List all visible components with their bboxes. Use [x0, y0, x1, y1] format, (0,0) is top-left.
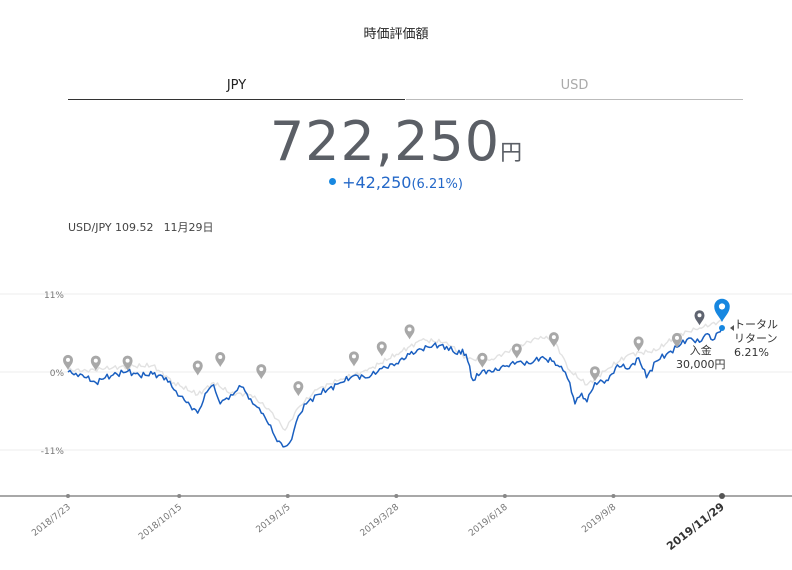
gain-dot-icon [329, 178, 337, 185]
event-pin-icon-hole [195, 363, 200, 368]
x-tick-label: 2018/10/15 [137, 502, 184, 542]
total-return-value: 6.21% [734, 346, 769, 359]
valuation-unit: 円 [500, 141, 523, 166]
event-pin-icon-hole [379, 344, 384, 349]
portfolio-line [67, 327, 723, 448]
fx-pair: USD/JPY 109.52 [68, 221, 154, 234]
valuation-chart[interactable]: 11% 0% -11% 2018/7/23 2018/10/15 2019/1/5 2019… [0, 270, 792, 570]
x-tick-dot [719, 493, 725, 499]
event-pin-icon-hole [407, 327, 412, 332]
endpoint-dot [719, 324, 725, 331]
deposit-label: 入金 [689, 344, 712, 357]
event-pin-icon [548, 332, 559, 348]
x-tick-dot [502, 494, 507, 498]
deposit-pin-icon-hole [697, 313, 702, 318]
pointer-triangle-icon [730, 324, 734, 331]
x-tick-label: 2019/1/5 [255, 502, 293, 535]
x-tick-label: 2019/11/29 [664, 500, 727, 553]
valuation-display: 722,250円 [0, 110, 792, 173]
x-tick-dot [66, 494, 70, 498]
event-pin-icon-hole [480, 355, 485, 360]
deposit-amount: 30,000円 [676, 358, 726, 371]
event-pin-icon-hole [218, 355, 223, 360]
event-pin-icon [511, 343, 522, 359]
deposit-annotation: 入金 30,000円 [676, 344, 726, 372]
y-tick-label: 0% [50, 369, 65, 379]
tab-jpy[interactable]: JPY [68, 72, 405, 100]
total-return-label-2: リターン [734, 332, 778, 345]
event-pin-icon-hole [592, 369, 597, 374]
event-pin-icon [404, 324, 415, 340]
event-pin-icon [215, 352, 226, 368]
event-pin-icon-hole [66, 357, 70, 362]
gain-amount: +42,250 [342, 173, 412, 192]
x-tick-dot [394, 494, 399, 498]
fx-rate: USD/JPY 109.52 11月29日 [68, 219, 224, 235]
event-pin-icon [477, 352, 488, 368]
event-pin-icon-hole [296, 384, 301, 389]
event-pin-icon [589, 366, 600, 382]
currency-tabs: JPY USD [68, 72, 743, 100]
valuation-amount: 722,250 [269, 110, 501, 173]
current-pin-icon [714, 298, 730, 322]
tab-usd[interactable]: USD [406, 72, 743, 100]
x-tick-label: 2019/9/8 [580, 502, 618, 535]
event-pin-icon [256, 364, 267, 380]
y-tick-label: 11% [44, 291, 64, 301]
event-pin-icon [63, 354, 73, 370]
x-tick-dot [611, 494, 616, 498]
deposit-pin-icon [694, 310, 705, 326]
total-return-label-1: トータル [734, 318, 778, 331]
event-pin-icon-hole [125, 358, 130, 363]
event-pin-icon [633, 336, 644, 352]
current-pin-icon-hole [718, 303, 726, 310]
event-pin-icon-hole [259, 367, 264, 372]
event-pin-icon [376, 341, 387, 357]
gain-percent: (6.21%) [411, 177, 463, 192]
event-pin-icon [293, 381, 304, 397]
event-pin-icon-hole [351, 354, 356, 359]
event-pin-icon-hole [514, 346, 519, 351]
event-pin-icon [348, 351, 359, 367]
event-pin-icon-hole [636, 339, 641, 344]
event-pin-icon [90, 355, 101, 371]
event-pin-icon [122, 355, 133, 371]
event-pin-icon [192, 360, 203, 376]
fx-date: 11月29日 [163, 221, 214, 234]
y-tick-label: -11% [41, 447, 65, 457]
event-pin-icon-hole [93, 358, 98, 363]
event-pin-icon-hole [674, 335, 679, 340]
x-tick-label: 2019/3/28 [359, 502, 402, 538]
x-tick-dot [285, 494, 290, 498]
x-tick-label: 2018/7/23 [30, 502, 73, 538]
x-tick-dot [177, 494, 182, 498]
page-title: 時価評価額 [363, 27, 429, 42]
event-pin-icon [671, 332, 682, 348]
event-pin-icon-hole [551, 335, 556, 340]
benchmark-line [67, 319, 723, 431]
x-tick-label: 2019/6/18 [467, 502, 510, 538]
total-return-annotation: トータル リターン 6.21% [734, 318, 789, 360]
gain-display: +42,250(6.21%) [0, 173, 792, 192]
